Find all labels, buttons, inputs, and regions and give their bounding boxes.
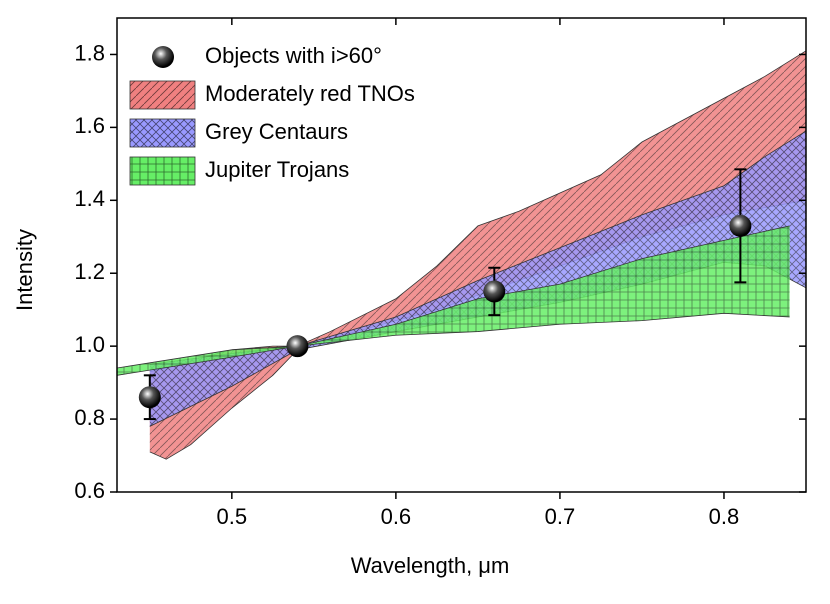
y-tick-label: 1.4: [74, 186, 105, 211]
band-area: [117, 225, 790, 376]
legend-label: Grey Centaurs: [205, 119, 348, 144]
legend-swatch: [129, 118, 196, 148]
legend-swatch: [129, 156, 196, 186]
y-tick-label: 0.8: [74, 405, 105, 430]
point: [286, 335, 309, 358]
point: [483, 280, 506, 303]
band-upper: [117, 225, 790, 369]
legend-marker: [152, 46, 174, 68]
legend-swatch: [129, 80, 196, 110]
x-tick-label: 0.5: [217, 504, 248, 529]
legend-label: Moderately red TNOs: [205, 81, 415, 106]
point: [138, 386, 161, 409]
y-tick-label: 0.6: [74, 478, 105, 503]
point: [729, 214, 752, 237]
band-area: [149, 50, 806, 460]
plot-frame: [116, 17, 807, 493]
y-tick-label: 1.0: [74, 332, 105, 357]
y-tick-label: 1.8: [74, 40, 105, 65]
x-tick-label: 0.8: [709, 504, 740, 529]
y-tick-label: 1.6: [74, 113, 105, 138]
x-tick-label: 0.7: [545, 504, 576, 529]
x-axis-label: Wavelength, μm: [351, 553, 510, 578]
bands: [117, 50, 806, 460]
legend-label: Jupiter Trojans: [205, 157, 349, 182]
x-tick-label: 0.6: [381, 504, 412, 529]
legend-label: Objects with i>60°: [205, 43, 382, 68]
y-axis-label: Intensity: [12, 229, 37, 311]
axes: 0.6 0.8 1.0 1.2 1.4 1.6 1.8 0.5 0.6 0.7 0.8: [74, 17, 807, 529]
y-tick-label: 1.2: [74, 259, 105, 284]
band-lower: [117, 312, 790, 376]
